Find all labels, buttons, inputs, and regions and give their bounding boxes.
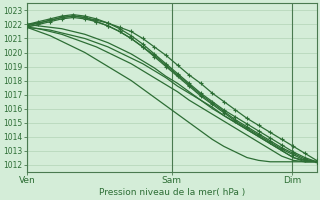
X-axis label: Pression niveau de la mer( hPa ): Pression niveau de la mer( hPa ) bbox=[99, 188, 245, 197]
